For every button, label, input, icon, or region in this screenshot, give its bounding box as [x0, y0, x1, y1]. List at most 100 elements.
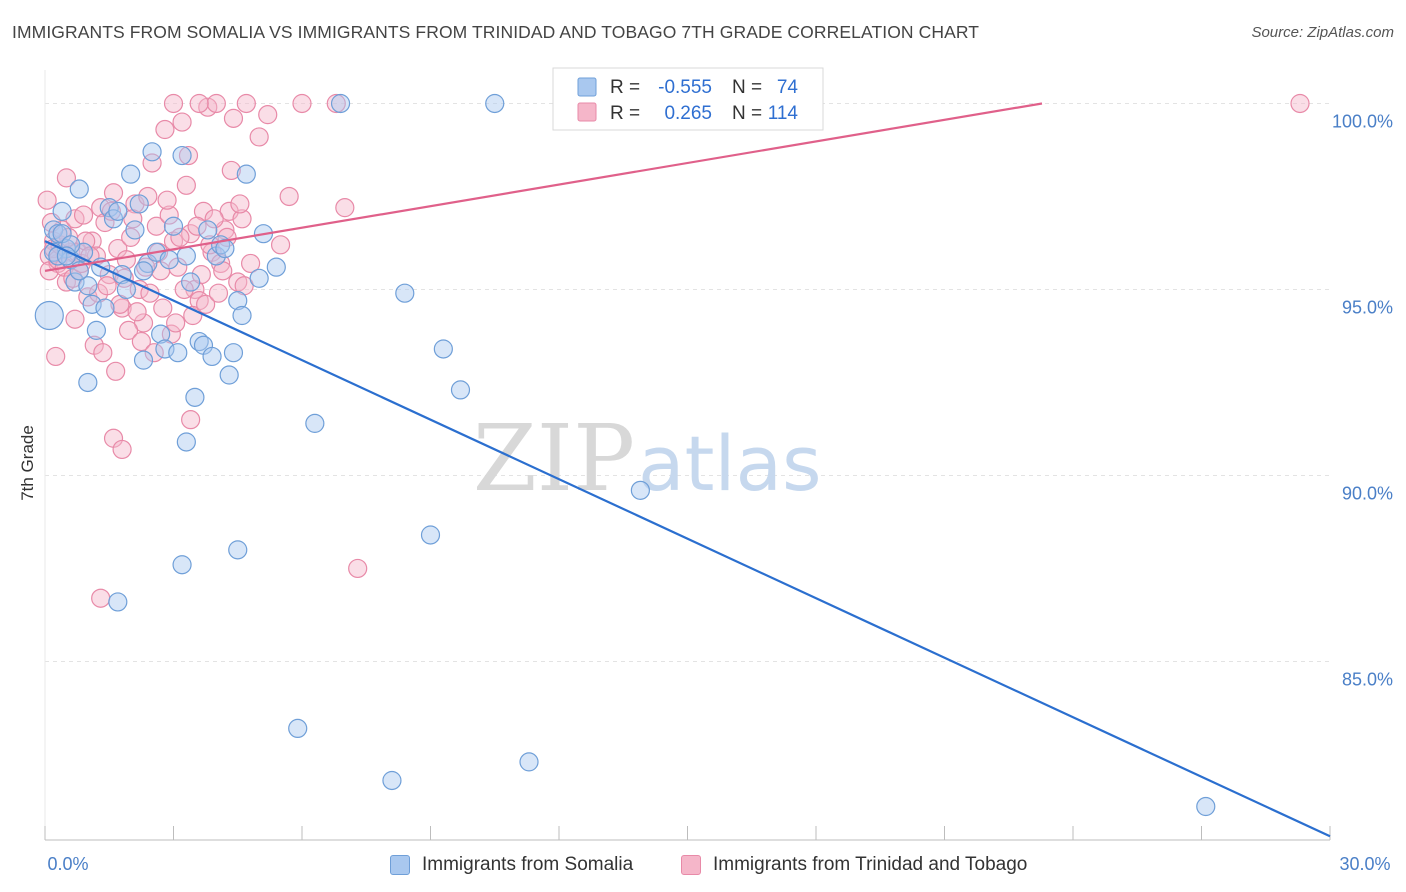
somalia-point-15: [108, 201, 128, 221]
tt-point-109: [37, 190, 57, 210]
somalia-point-1: [52, 201, 72, 221]
somalia-point-8: [78, 276, 98, 296]
tt-point-91: [157, 190, 177, 210]
legend-swatch-somalia-bottom: [390, 855, 410, 875]
somalia-point-31: [176, 246, 196, 266]
somalia-point-43: [232, 305, 252, 326]
somalia-point-49: [305, 413, 325, 433]
somalia-point-58: [420, 525, 441, 545]
tt-point-76: [93, 343, 113, 363]
tt-point-25: [146, 216, 166, 236]
series-somalia-points: [34, 93, 1216, 817]
somalia-point-23: [142, 142, 162, 162]
legend-swatch-somalia: [577, 77, 597, 97]
somalia-point-50: [330, 93, 351, 114]
legend-label-somalia: Immigrants from Somalia: [422, 854, 634, 875]
somalia-point-56: [172, 555, 192, 575]
legend-swatch-tt: [577, 102, 597, 122]
tt-point-48: [249, 127, 269, 147]
tt-point-56: [1290, 93, 1310, 114]
tt-point-28: [159, 205, 179, 225]
tt-point-106: [221, 160, 241, 181]
y-tick-label-3: 85.0%: [1342, 669, 1393, 689]
legend-r-label-2: R =: [610, 103, 640, 124]
tt-point-102: [204, 209, 224, 229]
somalia-point-33: [185, 387, 205, 407]
somalia-point-36: [198, 220, 218, 240]
tt-point-53: [326, 93, 346, 114]
somalia-point-55: [630, 480, 650, 500]
trend-line-somalia: [44, 240, 1331, 838]
somalia-point-26: [155, 339, 175, 359]
legend-r-value-1: -0.555: [658, 77, 712, 98]
somalia-point-19: [125, 220, 145, 240]
somalia-point-9: [82, 294, 102, 314]
y-tick-label-0: 100.0%: [1332, 111, 1393, 131]
tt-point-103: [208, 283, 229, 303]
tt-point-100: [196, 294, 216, 314]
somalia-point-48: [266, 257, 286, 277]
tt-point-32: [176, 175, 196, 195]
somalia-point-44: [236, 164, 256, 184]
somalia-point-20: [129, 194, 149, 214]
series-legend: Immigrants from Somalia Immigrants from …: [0, 848, 1406, 882]
somalia-point-42: [228, 291, 248, 311]
tt-point-45: [232, 209, 252, 229]
somalia-point-6: [69, 179, 89, 199]
tt-point-62: [181, 410, 201, 430]
tt-point-52: [292, 93, 312, 114]
somalia-point-62: [519, 752, 539, 772]
somalia-point-30: [172, 145, 192, 166]
tt-point-88: [144, 343, 164, 363]
somalia-point-72: [56, 246, 77, 266]
tt-point-79: [106, 361, 126, 381]
somalia-point-53: [450, 380, 471, 400]
legend-r-label-1: R =: [610, 77, 640, 98]
tt-point-112: [56, 168, 77, 188]
tt-point-93: [166, 313, 186, 333]
somalia-point-46: [249, 268, 269, 288]
y-axis-label: 7th Grade: [18, 425, 37, 501]
somalia-point-10: [86, 320, 107, 340]
somalia-point-59: [108, 592, 128, 612]
tt-point-96: [178, 145, 199, 166]
watermark-atlas: atlas: [638, 419, 822, 508]
stats-legend: R = -0.555 N = 74 R = 0.265 N = 114: [552, 67, 824, 131]
tt-point-95: [174, 279, 194, 300]
source-label: Source: ZipAtlas.com: [1251, 24, 1394, 41]
tt-point-85: [131, 331, 151, 352]
tt-point-84: [127, 302, 147, 322]
somalia-point-5: [65, 272, 85, 292]
tt-point-111: [46, 346, 66, 367]
somalia-point-52: [433, 339, 453, 359]
tt-point-90: [153, 298, 173, 318]
tt-point-113: [65, 309, 85, 329]
legend-n-label-1: N =: [732, 77, 762, 98]
somalia-point-29: [168, 343, 188, 363]
y-tick-label-2: 90.0%: [1342, 483, 1393, 503]
tt-point-15: [103, 183, 124, 203]
somalia-point-25: [151, 324, 171, 344]
tt-point-54: [335, 198, 355, 218]
tt-point-46: [236, 93, 256, 114]
tt-point-77: [97, 276, 117, 296]
axis-layer: 100.0% 95.0% 90.0% 85.0%: [44, 70, 1393, 841]
tt-point-98: [187, 216, 207, 236]
tt-point-51: [279, 186, 299, 207]
somalia-point-54: [485, 93, 505, 114]
tt-point-99: [191, 264, 211, 285]
trend-line-tt: [44, 102, 1043, 272]
somalia-point-70: [133, 261, 154, 281]
tt-point-55: [348, 558, 368, 579]
tt-point-58: [189, 93, 209, 114]
trend-lines: [44, 102, 1331, 838]
legend-n-value-1: 74: [777, 77, 799, 98]
somalia-point-63: [1196, 796, 1216, 817]
somalia-point-21: [133, 350, 154, 370]
tt-point-49: [258, 105, 278, 125]
legend-label-tt: Immigrants from Trinidad and Tobago: [713, 854, 1028, 875]
somalia-point-17: [116, 279, 136, 300]
somalia-point-57: [228, 540, 248, 560]
watermark: ZIP atlas: [473, 405, 822, 512]
